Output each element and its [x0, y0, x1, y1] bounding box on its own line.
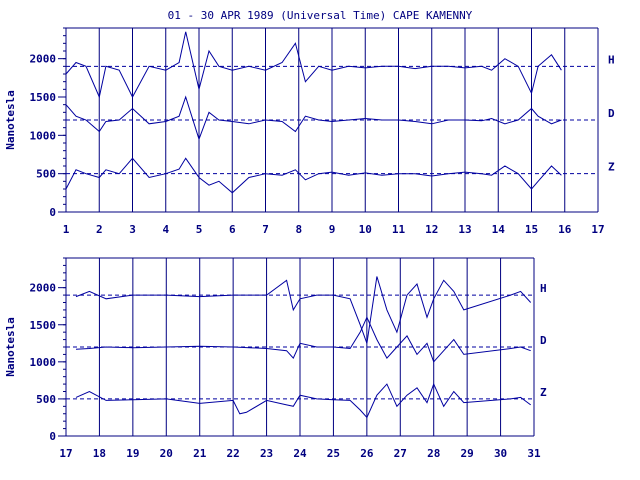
x-tick-label: 9 [329, 223, 336, 236]
series-label-z: Z [540, 386, 547, 399]
y-tick-label: 1500 [30, 91, 57, 104]
x-tick-label: 17 [59, 447, 72, 460]
series-label-z: Z [608, 161, 615, 174]
series-trace-z [75, 382, 531, 419]
x-tick-label: 11 [392, 223, 406, 236]
series-label-d: D [608, 107, 615, 120]
x-tick-label: 6 [229, 223, 236, 236]
x-tick-label: 8 [295, 223, 302, 236]
series-label-h: H [608, 53, 615, 66]
x-tick-label: 5 [196, 223, 203, 236]
y-tick-label: 1000 [30, 356, 57, 369]
y-tick-label: 0 [49, 206, 56, 219]
x-tick-label: 16 [558, 223, 572, 236]
x-tick-label: 4 [162, 223, 169, 236]
x-tick-label: 29 [461, 447, 474, 460]
x-tick-label: 31 [527, 447, 541, 460]
x-tick-label: 18 [93, 447, 106, 460]
series-trace-d [65, 95, 562, 141]
x-tick-label: 23 [260, 447, 273, 460]
x-tick-label: 27 [394, 447, 407, 460]
x-tick-label: 28 [427, 447, 440, 460]
series-trace-h [65, 31, 562, 99]
x-tick-label: 25 [327, 447, 340, 460]
x-tick-label: 10 [359, 223, 372, 236]
series-trace-z [65, 157, 562, 194]
y-tick-label: 500 [36, 393, 56, 406]
x-tick-label: 14 [492, 223, 506, 236]
x-tick-label: 3 [129, 223, 136, 236]
series-label-h: H [540, 282, 547, 295]
x-tick-label: 1 [63, 223, 70, 236]
x-tick-label: 22 [227, 447, 240, 460]
x-tick-label: 15 [525, 223, 538, 236]
chart-title: 01 - 30 APR 1989 (Universal Time) CAPE K… [167, 9, 473, 22]
x-tick-label: 30 [494, 447, 507, 460]
y-tick-label: 0 [49, 430, 56, 443]
y-tick-label: 1500 [30, 319, 57, 332]
x-tick-label: 26 [360, 447, 374, 460]
x-tick-label: 13 [458, 223, 471, 236]
y-tick-label: 500 [36, 168, 56, 181]
x-tick-label: 7 [262, 223, 269, 236]
x-tick-label: 17 [591, 223, 604, 236]
y-axis-label: Nanotesla [4, 90, 17, 150]
series-trace-d [75, 316, 531, 363]
series-trace-h [75, 276, 532, 344]
x-tick-label: 20 [160, 447, 173, 460]
x-tick-label: 24 [293, 447, 307, 460]
y-axis-label: Nanotesla [4, 317, 17, 377]
x-tick-label: 12 [425, 223, 438, 236]
x-tick-label: 2 [96, 223, 103, 236]
x-tick-label: 21 [193, 447, 207, 460]
y-tick-label: 1000 [30, 129, 57, 142]
y-tick-label: 2000 [30, 53, 57, 66]
x-tick-label: 19 [126, 447, 139, 460]
series-label-d: D [540, 334, 547, 347]
y-tick-label: 2000 [30, 282, 57, 295]
